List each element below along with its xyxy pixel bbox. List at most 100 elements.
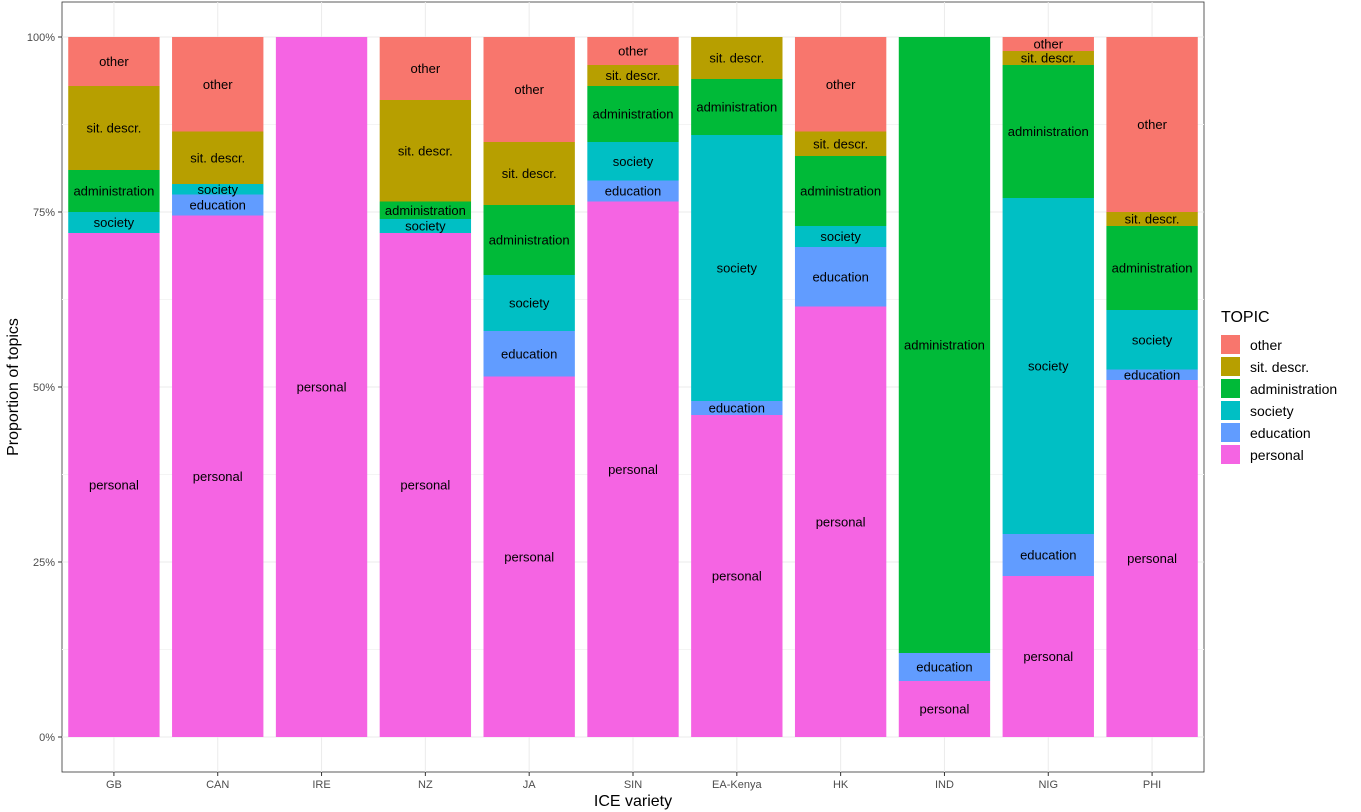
bar-segment-EA-Kenya-personal <box>691 415 783 737</box>
segment-label-EA-Kenya-administration: administration <box>696 100 777 115</box>
bar-segment-CAN-society <box>172 184 264 195</box>
bar-segment-NIG-administration <box>1002 65 1094 198</box>
bar-segment-SIN-other <box>587 37 679 65</box>
bar-segment-IND-education <box>898 653 991 681</box>
bar-segment-SIN-sit-descr- <box>587 65 679 86</box>
segment-label-PHI-other: other <box>1137 117 1167 132</box>
x-tick-label-NIG: NIG <box>1038 779 1058 791</box>
legend-swatch-society <box>1221 401 1240 420</box>
segment-label-HK-personal: personal <box>816 514 866 529</box>
segment-label-HK-education: education <box>812 269 868 284</box>
y-axis-title: Proportion of topics <box>5 318 22 456</box>
segment-label-CAN-sit-descr-: sit. descr. <box>190 150 245 165</box>
segment-label-NIG-personal: personal <box>1023 649 1073 664</box>
segment-label-NZ-personal: personal <box>400 478 450 493</box>
segment-label-IND-administration: administration <box>904 338 985 353</box>
segment-label-NZ-administration: administration <box>385 203 466 218</box>
segment-label-HK-administration: administration <box>800 184 881 199</box>
bar-segment-NIG-education <box>1002 534 1094 576</box>
bar-segment-JA-education <box>483 331 575 377</box>
x-tick-label-CAN: CAN <box>206 779 229 791</box>
bar-segment-IRE-personal <box>275 37 368 737</box>
x-tick-label-EA-Kenya: EA-Kenya <box>712 779 762 791</box>
bar-segment-HK-administration <box>794 156 887 226</box>
bar-segment-HK-personal <box>794 306 887 737</box>
legend-label-other: other <box>1250 337 1282 353</box>
segment-label-IND-education: education <box>916 660 972 675</box>
bar-segment-EA-Kenya-society <box>691 135 783 401</box>
segment-label-EA-Kenya-education: education <box>709 401 765 416</box>
bar-segment-JA-other <box>483 37 575 142</box>
x-axis: GB CAN IRE NZ JA SIN EA-Kenya HK IND NIG PHI <box>106 772 1161 791</box>
segment-label-SIN-personal: personal <box>608 462 658 477</box>
bar-segment-SIN-education <box>587 180 679 202</box>
bar-segment-CAN-education <box>172 194 264 216</box>
legend-label-sit-descr-: sit. descr. <box>1250 359 1309 375</box>
x-tick-label-SIN: SIN <box>624 779 642 791</box>
bar-segment-CAN-other <box>172 37 264 132</box>
segment-label-PHI-sit-descr-: sit. descr. <box>1125 212 1180 227</box>
bar-segment-NZ-other <box>379 37 472 100</box>
segment-label-JA-administration: administration <box>489 233 570 248</box>
segment-label-HK-other: other <box>826 77 856 92</box>
segment-label-PHI-administration: administration <box>1112 261 1193 276</box>
segment-labels: personal society administration sit. descr.… <box>73 37 1192 717</box>
segment-label-SIN-administration: administration <box>593 107 674 122</box>
bar-segment-HK-education <box>794 247 887 307</box>
bar-segment-HK-sit-descr- <box>794 131 887 156</box>
y-tick-label-4: 100% <box>27 32 55 44</box>
segment-label-NIG-administration: administration <box>1008 124 1089 139</box>
bar-segment-PHI-personal <box>1106 380 1198 737</box>
segment-label-NIG-society: society <box>1028 359 1069 374</box>
bar-segment-NZ-sit-descr- <box>379 100 472 202</box>
segment-label-GB-administration: administration <box>73 184 154 199</box>
bar-segment-NIG-other <box>1002 37 1094 51</box>
bar-segment-PHI-education <box>1106 369 1198 380</box>
bar-segment-PHI-administration <box>1106 226 1198 310</box>
segment-label-CAN-personal: personal <box>193 469 243 484</box>
segment-label-NIG-sit-descr-: sit. descr. <box>1021 51 1076 66</box>
segment-label-GB-society: society <box>94 215 135 230</box>
segment-label-PHI-personal: personal <box>1127 551 1177 566</box>
segment-label-CAN-society: society <box>197 182 238 197</box>
bar-segment-GB-personal <box>68 233 160 737</box>
y-tick-label-1: 25% <box>33 557 55 569</box>
x-tick-label-PHI: PHI <box>1143 779 1161 791</box>
bar-segment-CAN-personal <box>172 215 264 737</box>
bar-segment-JA-personal <box>483 376 575 737</box>
x-tick-label-NZ: NZ <box>418 779 433 791</box>
x-tick-label-GB: GB <box>106 779 122 791</box>
segment-label-EA-Kenya-society: society <box>717 261 758 276</box>
segment-label-JA-sit-descr-: sit. descr. <box>502 166 557 181</box>
legend-label-administration: administration <box>1250 381 1337 397</box>
segment-label-PHI-education: education <box>1124 367 1180 382</box>
bar-segment-NZ-society <box>379 219 472 233</box>
segment-label-NIG-other: other <box>1033 37 1063 52</box>
segment-label-IND-personal: personal <box>920 702 970 717</box>
legend-swatch-other <box>1221 335 1240 354</box>
segment-label-SIN-society: society <box>613 154 654 169</box>
segment-label-CAN-other: other <box>203 77 233 92</box>
bar-segment-JA-administration <box>483 205 575 275</box>
x-tick-label-JA: JA <box>523 779 537 791</box>
bar-segment-SIN-administration <box>587 86 679 142</box>
legend-label-personal: personal <box>1250 447 1304 463</box>
legend-swatch-personal <box>1221 445 1240 464</box>
segment-label-SIN-sit-descr-: sit. descr. <box>606 68 661 83</box>
bar-segment-NZ-personal <box>379 233 472 737</box>
segment-label-HK-society: society <box>820 229 861 244</box>
bar-segment-IND-administration <box>898 37 991 653</box>
legend-title: TOPIC <box>1221 309 1270 326</box>
legend-items: other sit. descr. administration society edu… <box>1221 335 1337 464</box>
bar-segment-IND-personal <box>898 681 991 737</box>
bar-segment-EA-Kenya-education <box>691 401 783 415</box>
bar-segment-PHI-society <box>1106 310 1198 370</box>
bar-segment-SIN-society <box>587 142 679 181</box>
bar-segment-NIG-sit-descr- <box>1002 51 1094 65</box>
bar-segment-CAN-sit-descr- <box>172 131 264 184</box>
bar-segment-NZ-administration <box>379 201 472 219</box>
bar-segment-PHI-sit-descr- <box>1106 212 1198 226</box>
bar-segment-HK-society <box>794 226 887 247</box>
legend-swatch-administration <box>1221 379 1240 398</box>
segment-label-GB-other: other <box>99 54 129 69</box>
